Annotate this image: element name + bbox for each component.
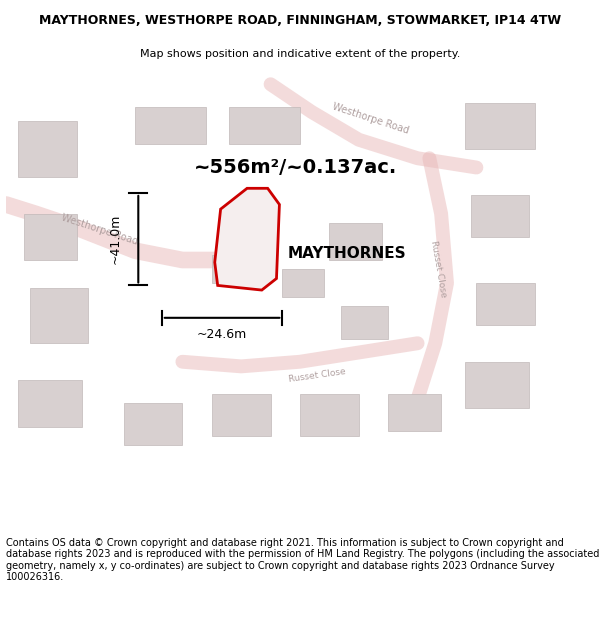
Text: Westhorpe Road: Westhorpe Road: [61, 213, 140, 247]
Polygon shape: [29, 288, 88, 343]
Polygon shape: [212, 256, 247, 283]
Polygon shape: [388, 394, 441, 431]
Polygon shape: [215, 188, 280, 290]
Polygon shape: [18, 121, 77, 177]
Text: Russet Close: Russet Close: [429, 240, 448, 298]
Polygon shape: [464, 102, 535, 149]
Polygon shape: [470, 195, 529, 237]
Polygon shape: [18, 380, 82, 426]
Polygon shape: [329, 223, 382, 260]
Polygon shape: [283, 269, 323, 297]
Text: Map shows position and indicative extent of the property.: Map shows position and indicative extent…: [140, 49, 460, 59]
Polygon shape: [300, 394, 359, 436]
Polygon shape: [464, 362, 529, 408]
Text: Russet Close: Russet Close: [289, 367, 347, 384]
Text: MAYTHORNES: MAYTHORNES: [288, 246, 406, 261]
Polygon shape: [136, 107, 206, 144]
Polygon shape: [124, 403, 182, 445]
Text: Westhorpe Road: Westhorpe Road: [331, 102, 410, 136]
Polygon shape: [476, 283, 535, 325]
Polygon shape: [212, 394, 271, 436]
Text: ~24.6m: ~24.6m: [197, 328, 247, 341]
Polygon shape: [229, 107, 300, 144]
Polygon shape: [23, 214, 77, 260]
Text: MAYTHORNES, WESTHORPE ROAD, FINNINGHAM, STOWMARKET, IP14 4TW: MAYTHORNES, WESTHORPE ROAD, FINNINGHAM, …: [39, 14, 561, 28]
Polygon shape: [341, 306, 388, 339]
Text: Contains OS data © Crown copyright and database right 2021. This information is : Contains OS data © Crown copyright and d…: [6, 538, 599, 582]
Text: ~556m²/~0.137ac.: ~556m²/~0.137ac.: [194, 158, 397, 177]
Text: ~41.0m: ~41.0m: [108, 214, 121, 264]
